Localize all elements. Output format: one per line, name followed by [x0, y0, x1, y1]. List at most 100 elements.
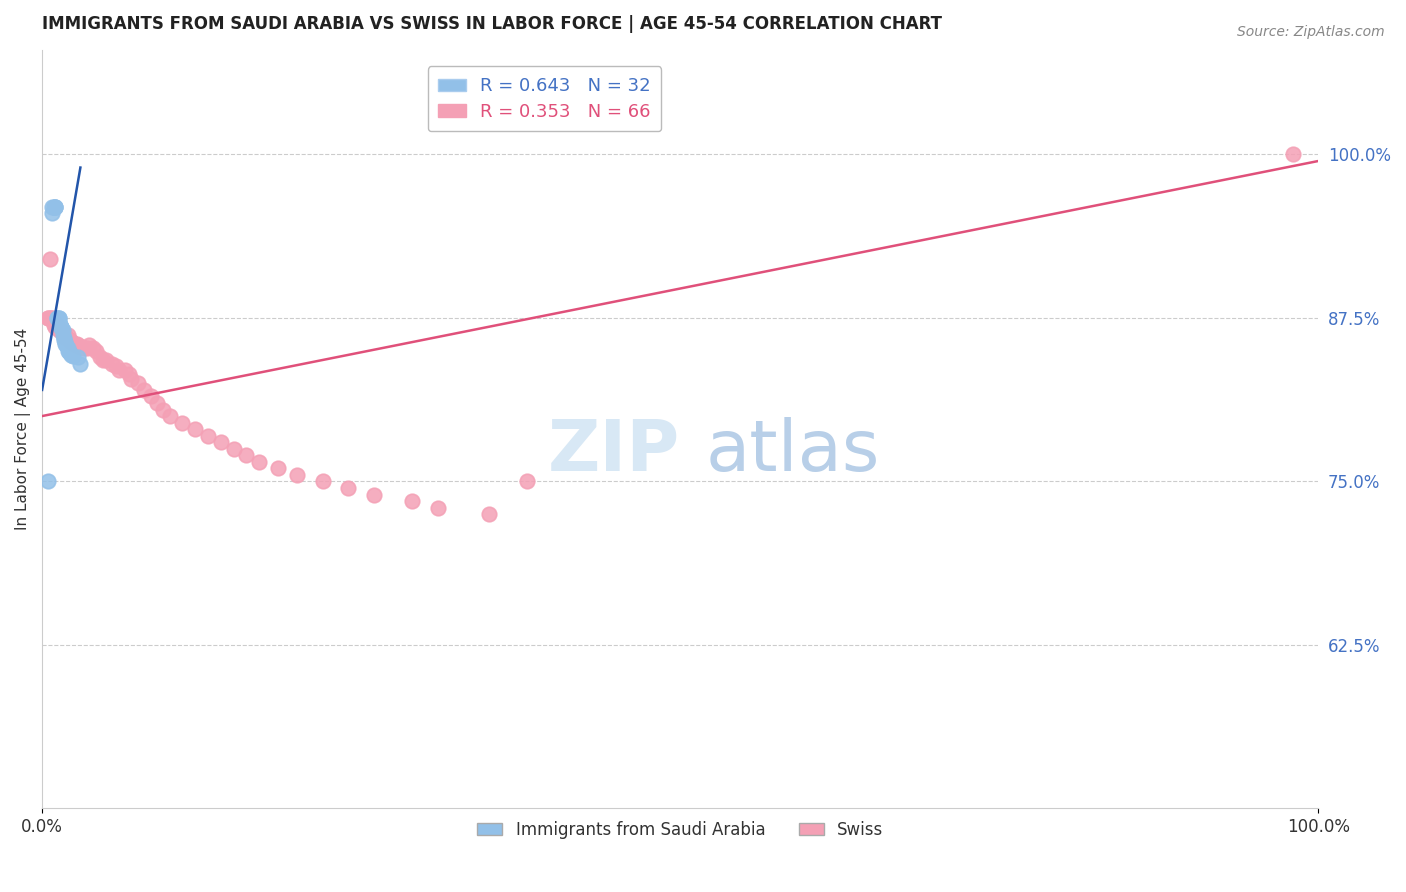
Point	[79, 338, 101, 352]
Point	[69, 357, 91, 371]
Point	[184, 422, 207, 436]
Point	[51, 321, 73, 335]
Point	[63, 337, 86, 351]
Point	[222, 442, 245, 456]
Legend: Immigrants from Saudi Arabia, Swiss: Immigrants from Saudi Arabia, Swiss	[471, 814, 890, 846]
Text: atlas: atlas	[706, 417, 880, 486]
Point	[51, 323, 73, 337]
Point	[44, 320, 66, 334]
Point	[65, 337, 87, 351]
Point	[285, 467, 308, 482]
Point	[37, 475, 59, 489]
Point	[44, 200, 66, 214]
Point	[114, 363, 136, 377]
Point	[58, 345, 80, 359]
Point	[42, 318, 65, 332]
Point	[49, 323, 72, 337]
Point	[53, 328, 76, 343]
Point	[46, 310, 69, 325]
Point	[69, 340, 91, 354]
Point	[59, 333, 82, 347]
Point	[37, 310, 59, 325]
Point	[120, 372, 142, 386]
Point	[52, 330, 75, 344]
Point	[41, 310, 63, 325]
Point	[60, 334, 83, 349]
Point	[51, 326, 73, 340]
Point	[107, 363, 129, 377]
Point	[55, 330, 77, 344]
Point	[52, 328, 75, 343]
Point	[41, 310, 63, 325]
Point	[172, 416, 194, 430]
Point	[51, 320, 73, 334]
Point	[312, 475, 335, 489]
Point	[118, 368, 141, 382]
Point	[44, 200, 66, 214]
Point	[53, 334, 76, 349]
Point	[56, 343, 79, 358]
Point	[159, 409, 181, 423]
Point	[59, 346, 82, 360]
Point	[127, 376, 149, 391]
Point	[51, 328, 73, 343]
Point	[105, 359, 128, 374]
Point	[401, 494, 423, 508]
Point	[197, 428, 219, 442]
Point	[426, 500, 449, 515]
Point	[53, 337, 76, 351]
Point	[44, 318, 66, 332]
Point	[55, 338, 77, 352]
Point	[94, 352, 117, 367]
Point	[49, 318, 72, 332]
Point	[84, 343, 107, 358]
Point	[209, 435, 232, 450]
Point	[65, 337, 87, 351]
Point	[44, 200, 66, 214]
Point	[46, 310, 69, 325]
Point	[51, 324, 73, 338]
Point	[41, 200, 63, 214]
Point	[38, 310, 60, 325]
Point	[134, 383, 156, 397]
Point	[516, 475, 538, 489]
Text: ZIP: ZIP	[548, 417, 681, 486]
Point	[49, 318, 72, 332]
Point	[48, 323, 70, 337]
Point	[46, 318, 69, 332]
Point	[60, 348, 83, 362]
Point	[93, 352, 115, 367]
Point	[42, 200, 65, 214]
Point	[247, 455, 270, 469]
Point	[1281, 147, 1303, 161]
Point	[41, 206, 63, 220]
Point	[70, 340, 93, 354]
Point	[38, 252, 60, 266]
Point	[267, 461, 290, 475]
Point	[363, 487, 385, 501]
Point	[101, 357, 124, 371]
Point	[56, 341, 79, 355]
Point	[56, 328, 79, 343]
Text: Source: ZipAtlas.com: Source: ZipAtlas.com	[1237, 25, 1385, 39]
Point	[478, 507, 501, 521]
Point	[48, 315, 70, 329]
Point	[66, 350, 89, 364]
Point	[337, 481, 360, 495]
Point	[62, 349, 84, 363]
Point	[76, 341, 98, 355]
Point	[62, 335, 84, 350]
Point	[48, 310, 70, 325]
Point	[52, 333, 75, 347]
Point	[146, 396, 169, 410]
Point	[58, 333, 80, 347]
Point	[51, 324, 73, 338]
Point	[73, 341, 96, 355]
Point	[48, 310, 70, 325]
Point	[66, 338, 89, 352]
Point	[51, 320, 73, 334]
Point	[89, 350, 111, 364]
Text: IMMIGRANTS FROM SAUDI ARABIA VS SWISS IN LABOR FORCE | AGE 45-54 CORRELATION CHA: IMMIGRANTS FROM SAUDI ARABIA VS SWISS IN…	[42, 15, 942, 33]
Point	[37, 310, 59, 325]
Point	[139, 389, 162, 403]
